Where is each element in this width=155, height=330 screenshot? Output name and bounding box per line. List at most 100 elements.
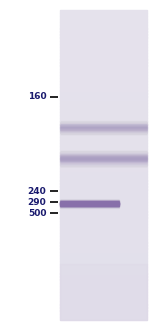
Bar <box>60 125 147 126</box>
Bar <box>60 93 147 97</box>
Bar <box>60 193 147 196</box>
Bar <box>60 132 147 133</box>
Bar <box>60 130 147 131</box>
Bar <box>60 270 147 274</box>
Bar <box>60 106 147 109</box>
Bar <box>60 180 147 183</box>
Bar <box>60 129 147 130</box>
Bar <box>60 186 147 190</box>
Bar <box>60 276 147 280</box>
Bar <box>60 13 147 16</box>
Bar <box>60 126 147 127</box>
Bar <box>60 156 147 157</box>
Bar <box>60 204 119 205</box>
Bar <box>60 149 147 152</box>
Bar <box>60 150 147 151</box>
Text: 240: 240 <box>28 187 46 196</box>
Bar <box>60 206 119 207</box>
Bar <box>60 120 147 121</box>
Bar <box>60 201 119 202</box>
Bar <box>60 255 147 258</box>
Bar <box>60 171 147 174</box>
Bar <box>60 96 147 100</box>
Bar <box>60 205 119 206</box>
Bar <box>60 199 119 200</box>
Bar <box>60 143 147 147</box>
Bar <box>60 128 147 129</box>
Bar <box>60 155 147 156</box>
Bar <box>60 115 147 118</box>
Bar <box>60 200 119 201</box>
Bar <box>60 19 147 22</box>
Bar <box>60 152 147 153</box>
Bar <box>60 267 147 271</box>
Bar <box>60 295 147 298</box>
Bar <box>60 196 147 199</box>
Bar <box>60 205 119 206</box>
Bar <box>60 214 147 218</box>
Bar <box>60 81 147 84</box>
Bar <box>60 124 147 125</box>
Bar <box>60 207 119 208</box>
Bar <box>60 134 147 137</box>
Bar <box>60 10 147 13</box>
Bar <box>60 100 147 103</box>
Bar <box>60 157 147 158</box>
Bar <box>60 152 147 153</box>
Bar <box>60 242 147 246</box>
Bar <box>60 205 119 206</box>
Bar <box>60 133 147 134</box>
Bar <box>60 124 147 128</box>
Bar <box>60 233 147 236</box>
Bar <box>60 258 147 261</box>
Bar <box>60 202 147 205</box>
Bar <box>60 132 147 133</box>
Bar <box>60 160 147 161</box>
Bar <box>60 236 147 240</box>
Bar <box>60 127 147 131</box>
Bar <box>60 158 147 159</box>
Bar <box>60 200 119 201</box>
Bar <box>60 121 147 122</box>
Bar <box>60 208 147 212</box>
Bar <box>60 217 147 221</box>
Bar <box>60 307 147 311</box>
Bar <box>60 203 119 204</box>
Bar <box>60 127 147 128</box>
Bar <box>60 162 147 163</box>
Text: 290: 290 <box>28 198 46 207</box>
Bar <box>60 154 147 155</box>
Bar <box>60 203 119 204</box>
Bar <box>60 41 147 44</box>
Bar <box>60 166 147 167</box>
Bar <box>60 206 119 207</box>
Bar <box>60 127 147 128</box>
Bar <box>60 239 147 243</box>
Bar <box>60 65 147 69</box>
Bar <box>60 166 147 167</box>
Bar <box>60 123 147 124</box>
Bar <box>60 38 147 41</box>
Bar <box>60 118 147 121</box>
Bar <box>60 164 147 165</box>
Bar <box>60 152 147 156</box>
Bar <box>60 163 147 164</box>
Bar <box>60 230 147 233</box>
Bar <box>60 123 147 124</box>
Bar <box>60 206 119 207</box>
Bar <box>60 189 147 193</box>
Bar <box>60 150 147 151</box>
Bar <box>60 16 147 19</box>
Bar <box>60 72 147 75</box>
Bar <box>60 153 147 154</box>
Bar <box>60 164 147 165</box>
Bar <box>60 56 147 59</box>
Bar <box>60 199 147 202</box>
Bar <box>60 201 119 202</box>
Bar <box>60 132 147 133</box>
Bar <box>60 125 147 126</box>
Bar <box>60 155 147 156</box>
Bar <box>60 224 147 227</box>
Bar <box>60 146 147 149</box>
Bar <box>60 122 147 123</box>
